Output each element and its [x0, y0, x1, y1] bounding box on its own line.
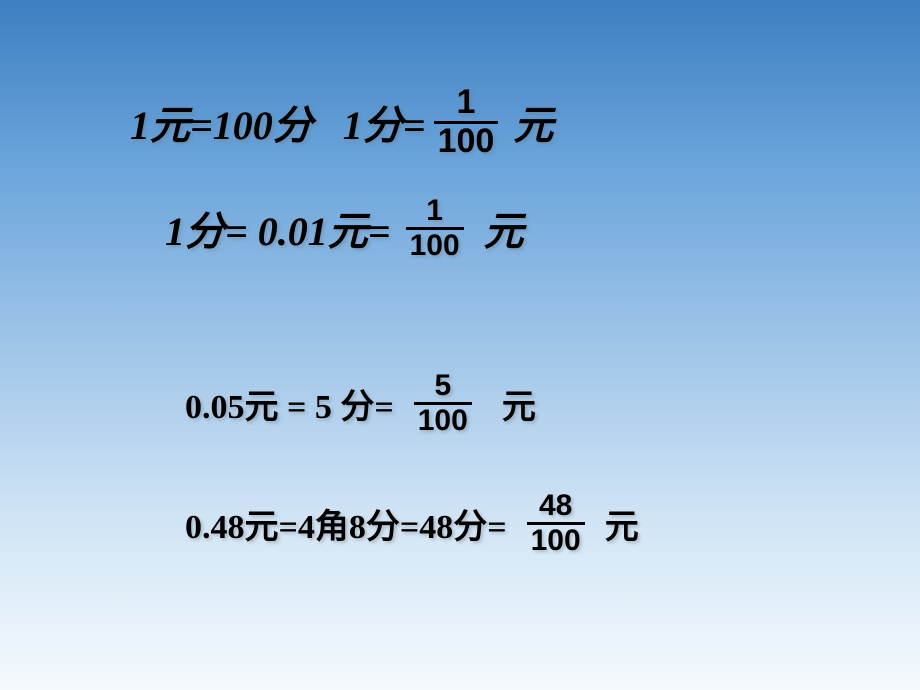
equation-line-2: 1分= 0.01元= 1 100 元 [165, 195, 524, 261]
line4-unit: 元 [605, 499, 639, 548]
line3-fraction-num: 5 [430, 370, 455, 402]
line1-part1: 1元=100分 [130, 93, 313, 151]
line3-part1: 0.05元 = 5 分= [185, 379, 394, 428]
equation-line-3: 0.05元 = 5 分= 5 100 元 [185, 370, 536, 436]
line1-part2: 1分= [343, 93, 426, 151]
line1-fraction-den: 100 [434, 121, 499, 160]
line4-fraction-den: 100 [527, 522, 585, 557]
line1-unit: 元 [513, 93, 553, 151]
line2-fraction-num: 1 [422, 195, 447, 227]
line1-fraction: 1 100 [434, 85, 499, 159]
line4-fraction-num: 48 [535, 490, 576, 522]
line3-unit: 元 [502, 379, 536, 428]
line2-unit: 元 [484, 199, 524, 257]
line3-fraction: 5 100 [414, 370, 472, 436]
line3-fraction-den: 100 [414, 402, 472, 437]
line4-part1: 0.48元=4角8分=48分= [185, 499, 507, 548]
equation-line-4: 0.48元=4角8分=48分= 48 100 元 [185, 490, 639, 556]
equation-line-1: 1元=100分 1分= 1 100 元 [130, 85, 553, 159]
line4-fraction: 48 100 [527, 490, 585, 556]
line1-fraction-num: 1 [453, 85, 480, 121]
line2-fraction-den: 100 [406, 227, 464, 262]
line2-part1: 1分= 0.01元= [165, 199, 391, 257]
line2-fraction: 1 100 [406, 195, 464, 261]
